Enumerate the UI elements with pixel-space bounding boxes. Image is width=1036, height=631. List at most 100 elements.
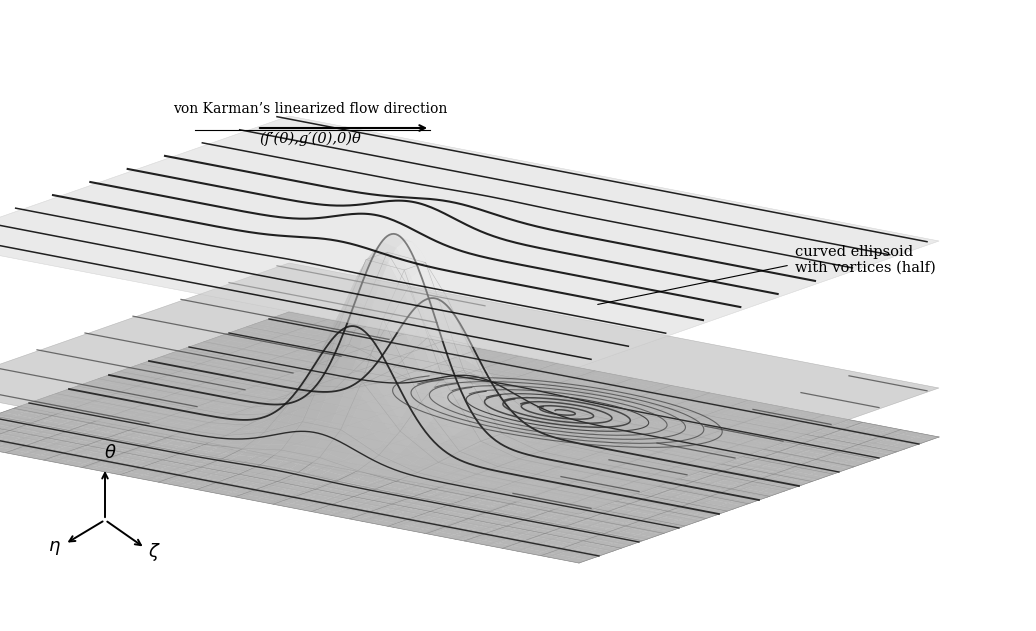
Polygon shape bbox=[609, 477, 633, 483]
Polygon shape bbox=[418, 320, 440, 372]
Polygon shape bbox=[588, 469, 611, 475]
Polygon shape bbox=[59, 438, 82, 444]
Polygon shape bbox=[268, 341, 291, 346]
Polygon shape bbox=[442, 314, 465, 360]
Polygon shape bbox=[555, 439, 578, 445]
Polygon shape bbox=[513, 503, 536, 509]
Polygon shape bbox=[96, 401, 119, 406]
Polygon shape bbox=[370, 303, 393, 343]
Polygon shape bbox=[692, 488, 715, 494]
Polygon shape bbox=[421, 380, 443, 382]
Polygon shape bbox=[348, 360, 371, 366]
Polygon shape bbox=[794, 437, 816, 443]
Polygon shape bbox=[285, 434, 308, 445]
Polygon shape bbox=[303, 392, 325, 399]
Polygon shape bbox=[457, 474, 480, 480]
Polygon shape bbox=[593, 403, 615, 409]
Polygon shape bbox=[204, 355, 227, 360]
Polygon shape bbox=[431, 492, 454, 497]
Polygon shape bbox=[548, 394, 572, 399]
Polygon shape bbox=[496, 399, 519, 418]
Polygon shape bbox=[188, 401, 210, 406]
Polygon shape bbox=[266, 389, 289, 394]
Polygon shape bbox=[448, 526, 470, 532]
Polygon shape bbox=[281, 312, 304, 317]
Polygon shape bbox=[277, 394, 299, 410]
Polygon shape bbox=[330, 406, 353, 432]
Polygon shape bbox=[176, 420, 200, 426]
Polygon shape bbox=[358, 349, 381, 355]
Polygon shape bbox=[844, 451, 867, 457]
Polygon shape bbox=[204, 434, 228, 439]
Polygon shape bbox=[746, 486, 769, 492]
Polygon shape bbox=[611, 469, 634, 475]
Polygon shape bbox=[473, 509, 496, 514]
Polygon shape bbox=[662, 403, 685, 409]
Polygon shape bbox=[337, 380, 359, 385]
Polygon shape bbox=[789, 415, 812, 420]
Polygon shape bbox=[413, 338, 437, 343]
Polygon shape bbox=[573, 386, 596, 391]
Polygon shape bbox=[358, 384, 381, 387]
Polygon shape bbox=[329, 294, 352, 341]
Polygon shape bbox=[482, 465, 505, 471]
Polygon shape bbox=[489, 382, 513, 386]
Polygon shape bbox=[487, 480, 510, 486]
Polygon shape bbox=[62, 421, 85, 427]
Polygon shape bbox=[352, 382, 375, 386]
Polygon shape bbox=[121, 472, 144, 478]
Polygon shape bbox=[466, 381, 489, 384]
Polygon shape bbox=[665, 426, 688, 432]
Polygon shape bbox=[359, 341, 382, 346]
Polygon shape bbox=[229, 423, 252, 427]
Polygon shape bbox=[450, 382, 473, 384]
Polygon shape bbox=[719, 423, 742, 428]
Polygon shape bbox=[626, 471, 649, 477]
Polygon shape bbox=[522, 400, 545, 409]
Polygon shape bbox=[226, 440, 249, 445]
Polygon shape bbox=[823, 443, 845, 449]
Polygon shape bbox=[743, 463, 766, 469]
Polygon shape bbox=[613, 540, 636, 546]
Polygon shape bbox=[243, 418, 266, 427]
Polygon shape bbox=[435, 346, 458, 352]
Polygon shape bbox=[563, 486, 585, 492]
Polygon shape bbox=[407, 280, 431, 310]
Polygon shape bbox=[133, 452, 155, 457]
Polygon shape bbox=[415, 301, 439, 329]
Polygon shape bbox=[539, 366, 562, 372]
Polygon shape bbox=[481, 514, 503, 520]
Polygon shape bbox=[628, 423, 651, 428]
Polygon shape bbox=[788, 423, 811, 428]
Polygon shape bbox=[248, 324, 271, 329]
Polygon shape bbox=[337, 341, 359, 346]
Polygon shape bbox=[219, 358, 241, 363]
Polygon shape bbox=[353, 397, 377, 429]
Polygon shape bbox=[430, 372, 454, 377]
Polygon shape bbox=[595, 394, 617, 400]
Polygon shape bbox=[352, 442, 375, 459]
Polygon shape bbox=[318, 356, 341, 386]
Polygon shape bbox=[319, 390, 342, 394]
Polygon shape bbox=[468, 495, 492, 500]
Polygon shape bbox=[419, 521, 441, 526]
Polygon shape bbox=[626, 392, 649, 398]
Polygon shape bbox=[192, 463, 214, 469]
Polygon shape bbox=[134, 444, 157, 449]
Polygon shape bbox=[395, 343, 418, 368]
Polygon shape bbox=[698, 454, 721, 460]
Polygon shape bbox=[289, 349, 312, 355]
Polygon shape bbox=[172, 406, 195, 412]
Polygon shape bbox=[351, 343, 374, 349]
Polygon shape bbox=[10, 406, 34, 412]
Polygon shape bbox=[386, 363, 409, 369]
Polygon shape bbox=[564, 397, 586, 403]
Polygon shape bbox=[541, 478, 564, 483]
Polygon shape bbox=[124, 455, 147, 461]
Polygon shape bbox=[181, 475, 205, 481]
Polygon shape bbox=[758, 457, 782, 463]
Polygon shape bbox=[615, 531, 638, 537]
Polygon shape bbox=[738, 449, 760, 454]
Polygon shape bbox=[703, 469, 726, 475]
Polygon shape bbox=[403, 277, 426, 330]
